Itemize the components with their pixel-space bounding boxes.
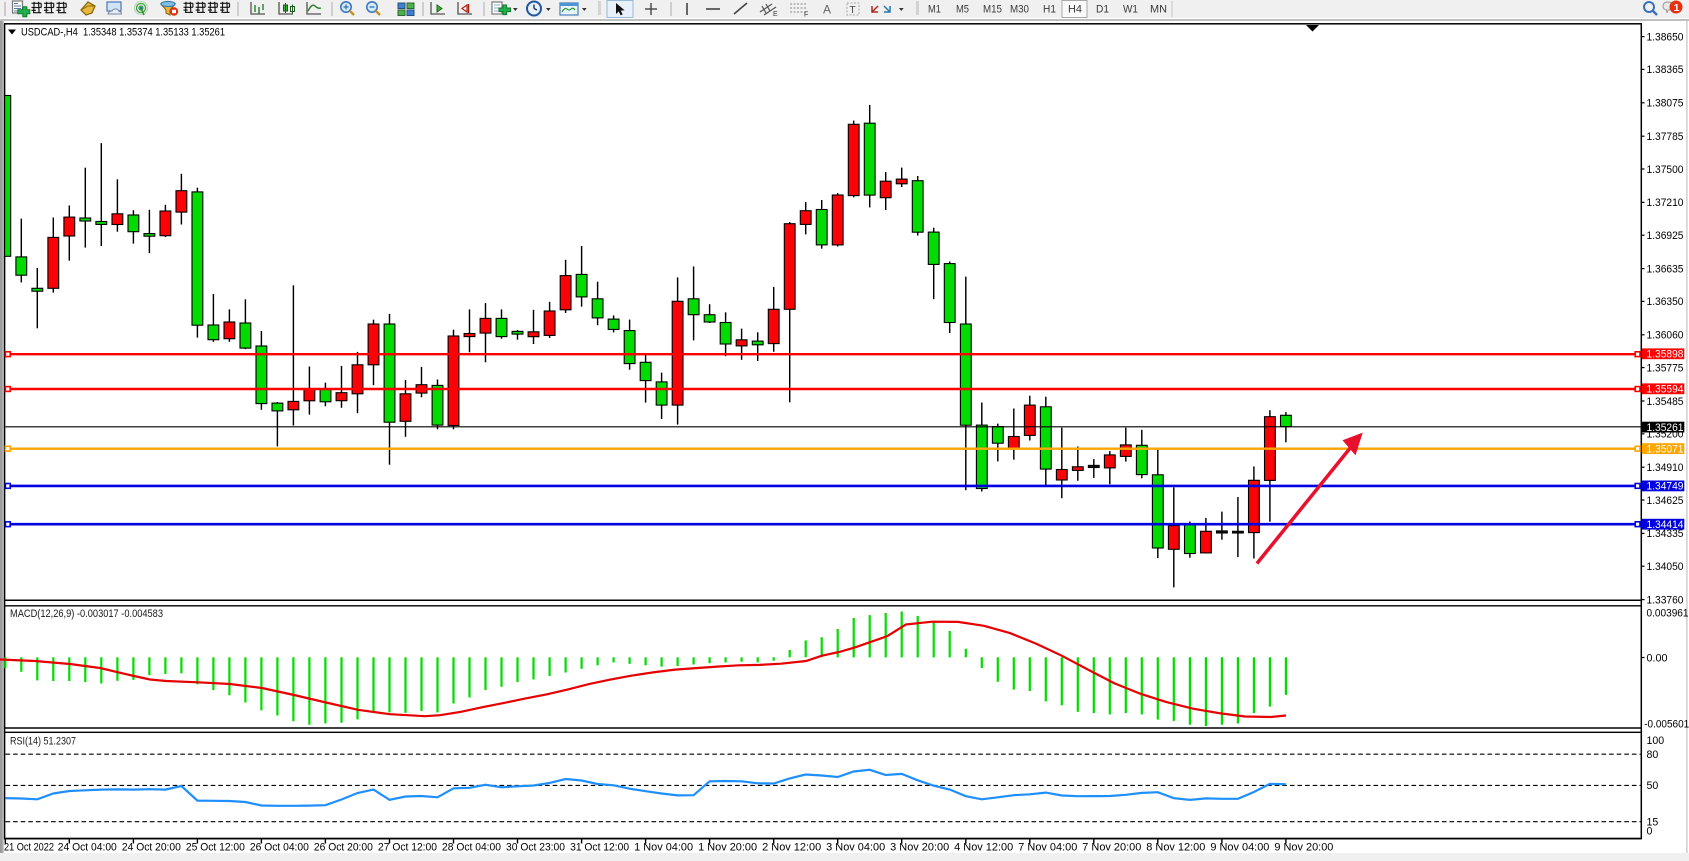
svg-text:E: E xyxy=(773,11,778,18)
svg-text:50: 50 xyxy=(1647,780,1659,792)
svg-text:26 Oct 20:00: 26 Oct 20:00 xyxy=(314,842,373,854)
svg-text:1.34749: 1.34749 xyxy=(1647,481,1684,493)
svg-text:1.38075: 1.38075 xyxy=(1647,98,1684,110)
svg-text:1.34910: 1.34910 xyxy=(1647,462,1684,474)
svg-text:25 Oct 12:00: 25 Oct 12:00 xyxy=(186,842,245,854)
svg-text:1.34625: 1.34625 xyxy=(1647,495,1684,507)
svg-text:1 Nov 20:00: 1 Nov 20:00 xyxy=(698,842,757,854)
svg-text:1.37210: 1.37210 xyxy=(1647,197,1684,209)
svg-text:1.35775: 1.35775 xyxy=(1647,362,1684,374)
svg-text:D1: D1 xyxy=(1096,4,1109,16)
svg-text:1.37785: 1.37785 xyxy=(1647,131,1684,143)
svg-text:1.36925: 1.36925 xyxy=(1647,230,1684,242)
svg-text:80: 80 xyxy=(1647,749,1659,761)
svg-text:1.33760: 1.33760 xyxy=(1647,594,1684,606)
svg-text:4 Nov 12:00: 4 Nov 12:00 xyxy=(954,842,1013,854)
svg-text:7 Nov 04:00: 7 Nov 04:00 xyxy=(1018,842,1077,854)
svg-text:0.003961: 0.003961 xyxy=(1647,607,1689,619)
svg-text:MN: MN xyxy=(1150,4,1167,16)
svg-text:1.34335: 1.34335 xyxy=(1647,528,1684,540)
svg-text:1.35071: 1.35071 xyxy=(1647,443,1684,455)
svg-text:W1: W1 xyxy=(1123,4,1138,16)
svg-text:MACD(12,26,9) -0.003017 -0.004: MACD(12,26,9) -0.003017 -0.004583 xyxy=(10,608,163,620)
svg-text:1.34050: 1.34050 xyxy=(1647,561,1684,573)
svg-text:0: 0 xyxy=(1647,826,1653,838)
svg-text:A: A xyxy=(823,3,831,17)
svg-text:3 Nov 20:00: 3 Nov 20:00 xyxy=(890,842,949,854)
svg-text:21 Oct 2022: 21 Oct 2022 xyxy=(4,842,54,854)
svg-text:30 Oct 23:00: 30 Oct 23:00 xyxy=(506,842,565,854)
svg-text:1: 1 xyxy=(1674,2,1680,14)
svg-text:100: 100 xyxy=(1647,735,1665,747)
svg-text:26 Oct 04:00: 26 Oct 04:00 xyxy=(250,842,309,854)
svg-text:1.38650: 1.38650 xyxy=(1647,31,1684,43)
svg-text:15: 15 xyxy=(1647,817,1659,829)
svg-text:1.35261: 1.35261 xyxy=(1647,422,1684,434)
svg-text:1.35898: 1.35898 xyxy=(1647,349,1684,361)
svg-text:24 Oct 04:00: 24 Oct 04:00 xyxy=(58,842,117,854)
svg-text:M30: M30 xyxy=(1010,4,1029,16)
svg-text:1.36060: 1.36060 xyxy=(1647,330,1684,342)
svg-text:0.00: 0.00 xyxy=(1647,652,1668,664)
svg-text:1.37500: 1.37500 xyxy=(1647,164,1684,176)
svg-text:31 Oct 12:00: 31 Oct 12:00 xyxy=(570,842,629,854)
svg-text:M15: M15 xyxy=(983,4,1002,16)
svg-text:H4: H4 xyxy=(1068,4,1082,16)
svg-text:USDCAD-,H4 1.35348 1.35374 1.: USDCAD-,H4 1.35348 1.35374 1.35133 1.352… xyxy=(21,27,225,39)
svg-text:1 Nov 04:00: 1 Nov 04:00 xyxy=(634,842,693,854)
svg-text:2 Nov 12:00: 2 Nov 12:00 xyxy=(762,842,821,854)
svg-text:H1: H1 xyxy=(1043,4,1056,16)
svg-text:1.35485: 1.35485 xyxy=(1647,396,1684,408)
svg-text:1.35594: 1.35594 xyxy=(1647,384,1684,396)
svg-text:8 Nov 12:00: 8 Nov 12:00 xyxy=(1146,842,1205,854)
svg-text:1.36350: 1.36350 xyxy=(1647,296,1684,308)
svg-text:-0.005601: -0.005601 xyxy=(1644,718,1689,730)
svg-text:7 Nov 20:00: 7 Nov 20:00 xyxy=(1082,842,1141,854)
svg-text:RSI(14) 51.2307: RSI(14) 51.2307 xyxy=(10,736,76,748)
svg-text:24 Oct 20:00: 24 Oct 20:00 xyxy=(122,842,181,854)
svg-text:T: T xyxy=(850,5,856,16)
svg-text:1.34414: 1.34414 xyxy=(1647,519,1684,531)
svg-text:9 Nov 20:00: 9 Nov 20:00 xyxy=(1274,842,1333,854)
svg-text:9 Nov 04:00: 9 Nov 04:00 xyxy=(1210,842,1269,854)
svg-text:M1: M1 xyxy=(928,4,941,16)
svg-text:1.38365: 1.38365 xyxy=(1647,64,1684,76)
svg-text:F: F xyxy=(804,12,808,19)
svg-text:28 Oct 04:00: 28 Oct 04:00 xyxy=(442,842,501,854)
svg-text:3 Nov 04:00: 3 Nov 04:00 xyxy=(826,842,885,854)
svg-text:M5: M5 xyxy=(956,4,969,16)
svg-text:27 Oct 12:00: 27 Oct 12:00 xyxy=(378,842,437,854)
svg-text:1.36635: 1.36635 xyxy=(1647,263,1684,275)
